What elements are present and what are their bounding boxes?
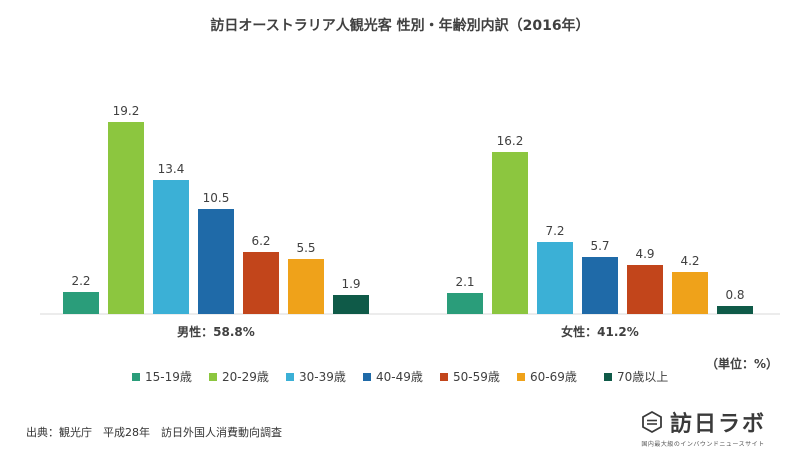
value-label-g0-s2: 13.4	[158, 162, 185, 176]
value-label-g0-s3: 10.5	[203, 191, 230, 205]
legend-label-5: 60-69歳	[530, 370, 577, 384]
legend-swatch-6	[604, 373, 612, 381]
bar-g1-s5	[672, 272, 708, 314]
legend-label-4: 50-59歳	[453, 370, 500, 384]
value-label-g1-s3: 5.7	[590, 239, 609, 253]
value-label-g0-s1: 19.2	[113, 104, 140, 118]
source-note: 出典：観光庁 平成28年 訪日外国人消費動向調査	[26, 426, 282, 439]
bar-g1-s4	[627, 265, 663, 314]
value-label-g1-s2: 7.2	[545, 224, 564, 238]
logo-text: 訪日ラボ	[669, 412, 766, 437]
value-label-g0-s6: 1.9	[341, 277, 360, 291]
bar-g1-s3	[582, 257, 618, 314]
legend-swatch-5	[517, 373, 525, 381]
legend-swatch-3	[363, 373, 371, 381]
logo-tagline: 国内最大級のインバウンドニュースサイト	[641, 441, 765, 448]
value-label-g0-s0: 2.2	[71, 274, 90, 288]
bar-g1-s6	[717, 306, 753, 314]
legend-swatch-4	[440, 373, 448, 381]
bar-g0-s3	[198, 209, 234, 314]
value-label-g1-s5: 4.2	[680, 254, 699, 268]
value-label-g0-s4: 6.2	[251, 234, 270, 248]
bar-g1-s0	[447, 293, 483, 314]
legend-label-6: 70歳以上	[617, 370, 668, 384]
bar-g0-s1	[108, 122, 144, 314]
bar-g1-s1	[492, 152, 528, 314]
hexagon-window-icon	[642, 410, 662, 434]
legend-swatch-2	[286, 373, 294, 381]
legend-swatch-1	[209, 373, 217, 381]
unit-label: （単位：%）	[706, 356, 778, 371]
bar-g0-s2	[153, 180, 189, 314]
legend-label-2: 30-39歳	[299, 370, 346, 384]
legend-label-0: 15-19歳	[145, 370, 192, 384]
value-label-g1-s1: 16.2	[497, 134, 524, 148]
group-label-1: 女性：41.2%	[561, 324, 639, 339]
bar-g1-s2	[537, 242, 573, 314]
brand-logo: 訪日ラボ 国内最大級のインバウンドニュースサイト	[628, 406, 778, 448]
legend-label-1: 20-29歳	[222, 370, 269, 384]
value-label-g1-s4: 4.9	[635, 247, 654, 261]
value-label-g1-s6: 0.8	[725, 288, 744, 302]
legend-label-3: 40-49歳	[376, 370, 423, 384]
chart-title: 訪日オーストラリア人観光客 性別・年齢別内訳（2016年）	[210, 17, 589, 34]
bar-g0-s6	[333, 295, 369, 314]
bar-g0-s5	[288, 259, 324, 314]
value-label-g0-s5: 5.5	[296, 241, 315, 255]
legend-swatch-0	[132, 373, 140, 381]
bar-g0-s4	[243, 252, 279, 314]
group-label-0: 男性：58.8%	[177, 324, 255, 339]
value-label-g1-s0: 2.1	[455, 275, 474, 289]
bar-g0-s0	[63, 292, 99, 314]
